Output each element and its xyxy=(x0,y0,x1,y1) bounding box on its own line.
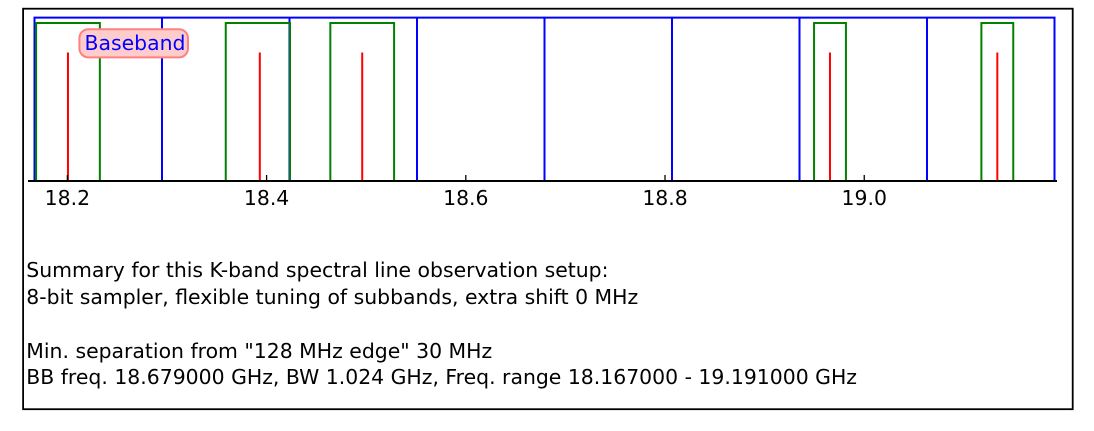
subband-box-1 xyxy=(35,22,101,181)
figure-border xyxy=(22,7,1074,411)
x-tick-label-18.2: 18.2 xyxy=(45,186,90,210)
summary-line-3: Min. separation from "128 MHz edge" 30 M… xyxy=(26,338,493,363)
subband-box-4 xyxy=(813,22,847,181)
subband-box-5 xyxy=(980,22,1015,181)
subband-box-2 xyxy=(224,22,291,181)
summary-line-1: Summary for this K-band spectral line ob… xyxy=(26,258,609,283)
subband-box-3 xyxy=(329,22,396,181)
x-tick-label-18.8: 18.8 xyxy=(642,186,687,210)
x-tick-label-18.4: 18.4 xyxy=(244,186,289,210)
baseband-annotation-box xyxy=(78,28,189,59)
baseband-annotation-label: Baseband xyxy=(85,31,186,55)
summary-line-2: 8-bit sampler, flexible tuning of subban… xyxy=(26,285,639,309)
x-tick-label-19.0: 19.0 xyxy=(842,186,887,210)
x-tick-label-18.6: 18.6 xyxy=(443,186,488,210)
summary-line-4: BB freq. 18.679000 GHz, BW 1.024 GHz, Fr… xyxy=(26,365,858,390)
